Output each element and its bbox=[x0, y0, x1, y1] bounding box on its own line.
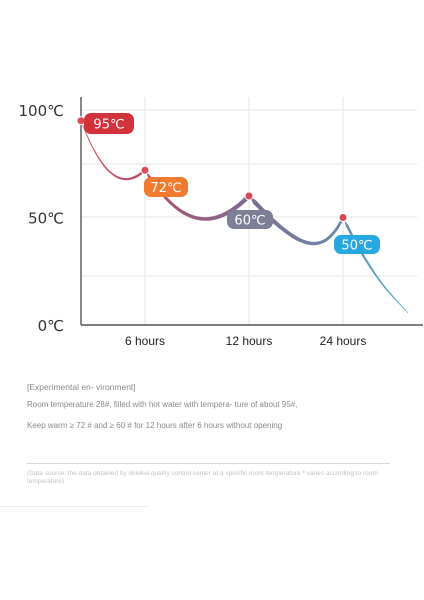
temperature-label: 50℃ bbox=[341, 239, 372, 254]
x-tick-label: 24 hours bbox=[320, 334, 367, 348]
temperature-label: 95℃ bbox=[93, 118, 124, 133]
data-source-note: (Data source: the data obtained by delek… bbox=[27, 470, 378, 485]
temperature-badge: 50℃ bbox=[334, 235, 380, 254]
badge-background bbox=[227, 210, 273, 229]
axes bbox=[80, 97, 423, 326]
badge-background bbox=[144, 177, 188, 197]
keep-warm-note: Keep warm ≥ 72 # and ≥ 60 # for 12 hours… bbox=[27, 421, 283, 430]
data-point bbox=[76, 116, 86, 126]
temperature-label: 72℃ bbox=[150, 181, 181, 196]
y-tick-label: 100℃ bbox=[19, 102, 64, 120]
x-axis-labels: 6 hours 12 hours 24 hours bbox=[125, 334, 366, 348]
temperature-badge: 95℃ bbox=[84, 113, 134, 134]
badge-background bbox=[334, 235, 380, 254]
temperature-badges: 95℃ 72℃ 60℃ 50℃ bbox=[84, 113, 380, 254]
data-point bbox=[244, 191, 254, 201]
data-point bbox=[338, 213, 348, 222]
x-tick-label: 12 hours bbox=[226, 334, 273, 348]
y-axis-labels: 100℃ 50℃ 0℃ bbox=[19, 102, 64, 335]
badge-background bbox=[84, 113, 134, 134]
notes: [Experimental en- vironment] Room temper… bbox=[27, 382, 367, 431]
x-tick-label: 6 hours bbox=[125, 334, 165, 348]
environment-description: Room temperature 28#, filled with hot wa… bbox=[27, 400, 298, 409]
data-point bbox=[140, 165, 150, 175]
temperature-badge: 60℃ bbox=[227, 210, 273, 229]
temperature-badge: 72℃ bbox=[144, 177, 188, 197]
divider-bottom bbox=[0, 506, 150, 507]
divider bbox=[27, 463, 390, 464]
y-tick-label: 0℃ bbox=[38, 317, 64, 335]
temperature-chart: 100℃ 50℃ 0℃ 6 hours 12 hours 24 hours 95℃ 72℃… bbox=[19, 97, 423, 348]
temperature-label: 60℃ bbox=[234, 214, 265, 229]
y-tick-label: 50℃ bbox=[28, 210, 64, 228]
environment-heading: [Experimental en- vironment] bbox=[27, 382, 136, 392]
